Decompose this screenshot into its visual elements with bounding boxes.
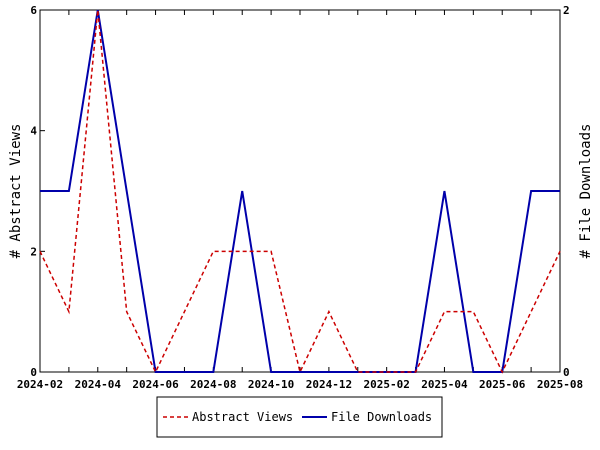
left-y-tick-label: 2 (30, 245, 37, 258)
right-y-axis-ticks: 02 (555, 4, 570, 379)
x-tick-label: 2024-06 (132, 378, 179, 391)
x-tick-label: 2024-02 (17, 378, 63, 391)
left-y-tick-label: 4 (30, 125, 37, 138)
plot-frame (39, 9, 561, 373)
x-axis-ticks: 2024-02 2024-04 2024-06 2024-08 2024-10 2024-… (17, 10, 583, 391)
right-y-tick-label: 0 (563, 366, 570, 379)
x-tick-label: 2024-04 (75, 378, 122, 391)
left-y-tick-label: 6 (30, 4, 37, 17)
legend: Abstract Views File Downloads (156, 396, 443, 438)
series-layer (39, 9, 561, 375)
left-y-tick-label: 0 (30, 366, 37, 379)
series-line-abstract-views (39, 9, 561, 375)
x-tick-label: 2025-04 (421, 378, 468, 391)
legend-box (156, 396, 443, 438)
right-y-tick-label: 2 (563, 4, 570, 17)
x-tick-label: 2025-02 (363, 378, 409, 391)
x-tick-label: 2024-12 (306, 378, 352, 391)
x-tick-label: 2025-08 (537, 378, 583, 391)
left-y-axis-title: # Abstract Views (8, 124, 24, 259)
x-tick-label: 2024-10 (248, 378, 294, 391)
legend-label-abstract-views: Abstract Views (192, 410, 293, 424)
right-y-axis-title: # File Downloads (578, 124, 594, 259)
x-tick-label: 2025-06 (479, 378, 526, 391)
legend-label-file-downloads: File Downloads (331, 410, 432, 424)
left-y-axis-ticks: 0 2 4 6 (30, 4, 45, 379)
series-line-file-downloads (40, 9, 560, 373)
x-tick-label: 2024-08 (190, 378, 236, 391)
